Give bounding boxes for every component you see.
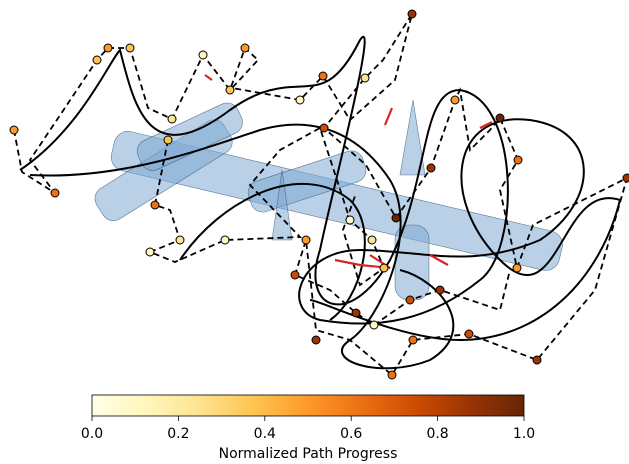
tick-label: 0.4 [254,426,276,442]
control-polygon [147,126,386,287]
control-points [9,9,629,380]
scene [9,9,629,380]
tick-label: 1.0 [513,426,535,442]
trajectory [19,35,622,342]
trajectory [29,123,455,370]
obstacle [399,99,426,176]
obstacle [247,150,367,213]
colorbar-label: Normalized Path Progress [219,446,398,462]
colorbar [91,394,525,417]
tick-label: 0.8 [426,426,448,442]
tick-label: 0.6 [340,426,362,442]
tick-label: 0.2 [167,426,189,442]
direction-arrow [204,74,493,270]
tick-label: 0.0 [81,426,103,442]
